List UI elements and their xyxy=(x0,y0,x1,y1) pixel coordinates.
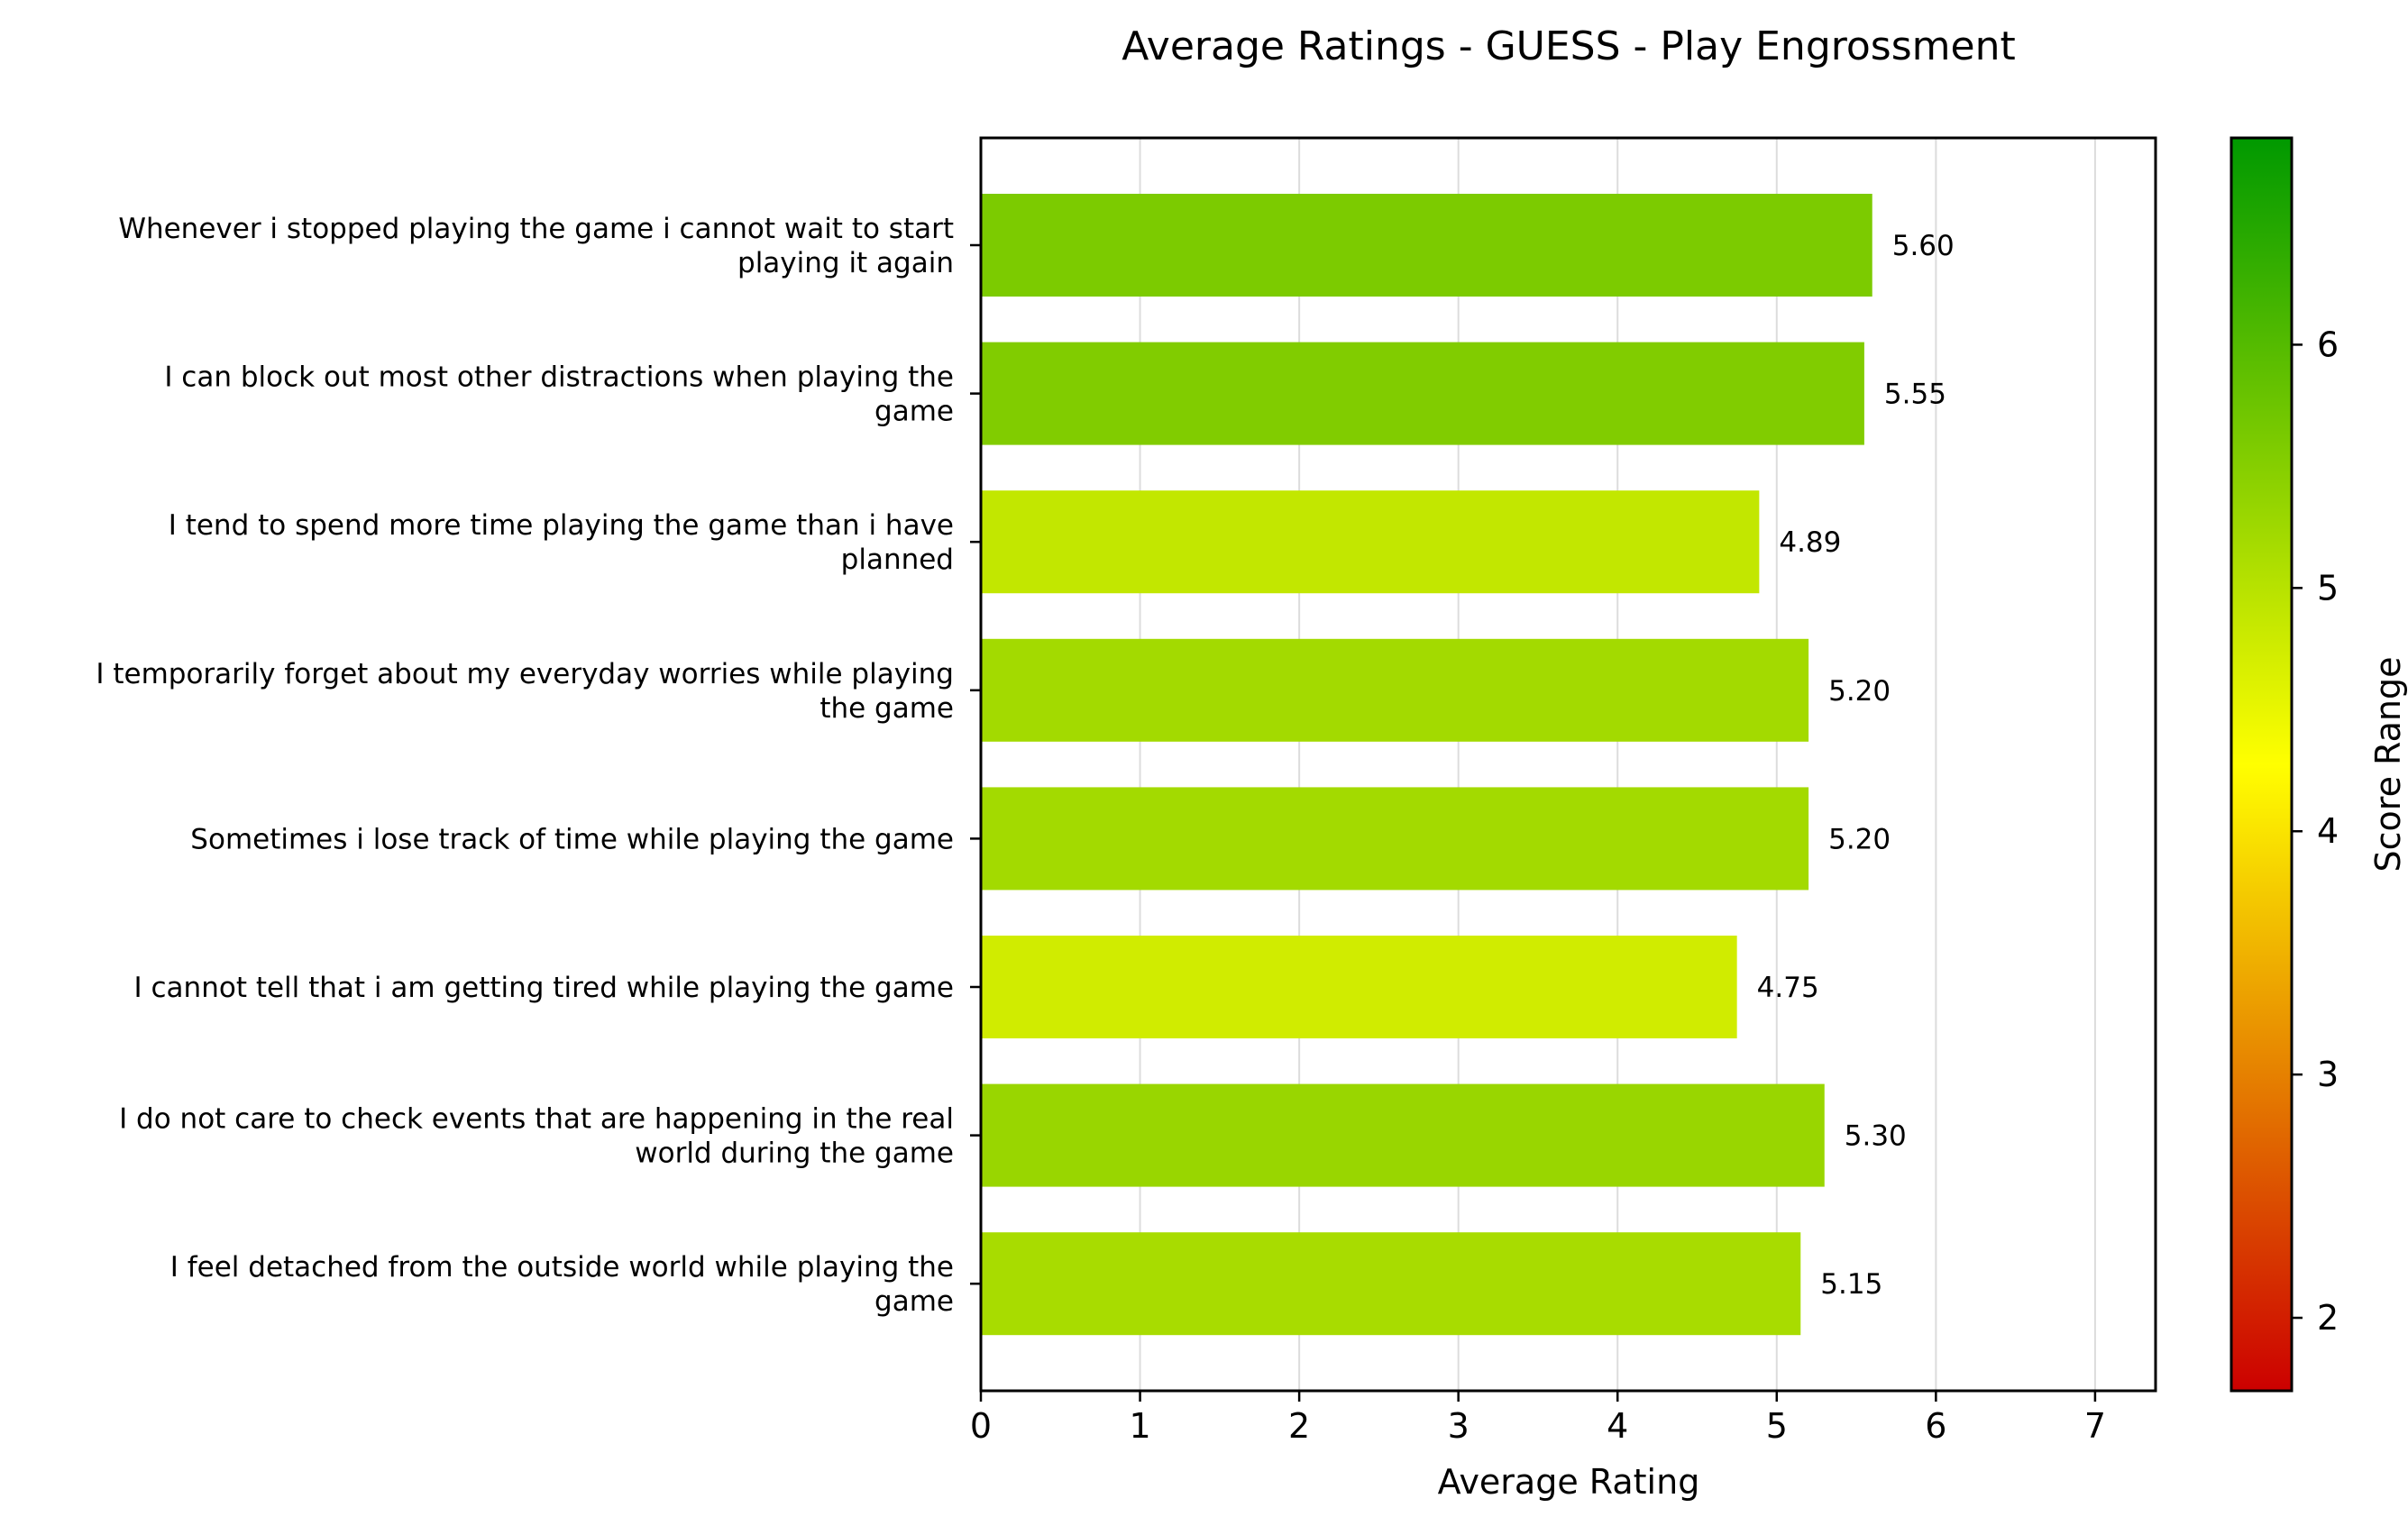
category-label: world during the game xyxy=(635,1138,954,1170)
colorbar-gradient xyxy=(2229,136,2294,1393)
bar xyxy=(981,936,1737,1038)
colorbar-tick-label: 3 xyxy=(2317,1055,2339,1094)
bar-value-label: 4.75 xyxy=(1757,972,1819,1004)
bars xyxy=(981,194,1872,1336)
bar xyxy=(981,1232,1801,1336)
category-label: I tend to spend more time playing the ga… xyxy=(169,509,954,542)
y-axis: Whenever i stopped playing the game i ca… xyxy=(96,213,981,1318)
category-label: I temporarily forget about my everyday w… xyxy=(96,658,954,690)
x-tick-label: 7 xyxy=(2084,1406,2106,1446)
grid-lines xyxy=(980,138,2096,1391)
colorbar-label: Score Range xyxy=(2368,657,2408,873)
x-tick-label: 3 xyxy=(1448,1406,1470,1446)
category-label: playing it again xyxy=(737,247,954,279)
bar xyxy=(981,490,1760,594)
bar-value-label: 5.20 xyxy=(1828,823,1891,855)
category-label: game xyxy=(874,396,954,428)
category-label: I cannot tell that i am getting tired wh… xyxy=(134,972,954,1004)
bar xyxy=(981,194,1872,297)
colorbar-tick-label: 2 xyxy=(2317,1298,2339,1338)
value-labels: 5.60 5.55 4.89 5.20 5.20 4.75 5.30 5.15 xyxy=(1757,230,1955,1301)
category-label: Sometimes i lose track of time while pla… xyxy=(190,823,954,855)
category-label: planned xyxy=(841,544,954,576)
plot-frame xyxy=(979,136,2157,1393)
colorbar-tick-label: 6 xyxy=(2317,324,2339,364)
bar-value-label: 5.15 xyxy=(1820,1268,1882,1301)
x-tick-label: 5 xyxy=(1766,1406,1788,1446)
bar-value-label: 5.20 xyxy=(1828,675,1891,708)
x-axis-label: Average Rating xyxy=(1438,1462,1700,1502)
bar xyxy=(981,787,1809,891)
category-label: game xyxy=(874,1285,954,1318)
category-label: Whenever i stopped playing the game i ca… xyxy=(118,213,954,245)
chart-title: Average Ratings - GUESS - Play Engrossme… xyxy=(1122,23,2015,69)
colorbar-tick-label: 5 xyxy=(2317,568,2339,608)
bar-value-label: 5.30 xyxy=(1845,1120,1907,1153)
x-tick-label: 6 xyxy=(1925,1406,1946,1446)
x-tick-label: 4 xyxy=(1607,1406,1628,1446)
bar-value-label: 4.89 xyxy=(1779,526,1841,559)
x-tick-label: 1 xyxy=(1129,1406,1150,1446)
bar-value-label: 5.55 xyxy=(1884,379,1946,411)
x-tick-label: 2 xyxy=(1288,1406,1310,1446)
category-label: I do not care to check events that are h… xyxy=(119,1103,954,1136)
category-label: the game xyxy=(819,692,954,725)
colorbar: 2 3 4 5 6 Score Range xyxy=(2229,136,2408,1393)
bar xyxy=(981,1083,1825,1187)
colorbar-tick-label: 4 xyxy=(2317,811,2339,851)
category-label: I can block out most other distractions … xyxy=(164,361,954,394)
colorbar-ticks: 2 3 4 5 6 xyxy=(2292,324,2339,1338)
bar xyxy=(981,638,1809,742)
bar xyxy=(981,342,1864,445)
x-tick-label: 0 xyxy=(970,1406,992,1446)
x-axis: 0 1 2 3 4 5 6 7 xyxy=(970,1391,2106,1446)
category-label: I feel detached from the outside world w… xyxy=(170,1251,954,1284)
bar-value-label: 5.60 xyxy=(1892,230,1955,262)
